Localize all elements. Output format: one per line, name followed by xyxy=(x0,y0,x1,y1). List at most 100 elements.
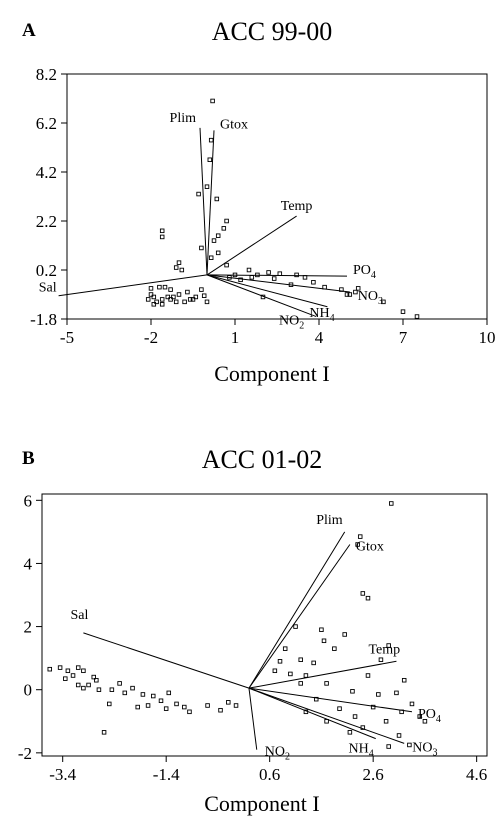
data-point xyxy=(347,730,353,735)
data-point xyxy=(96,687,102,692)
data-point xyxy=(319,627,324,632)
data-point xyxy=(255,272,260,278)
loading-vector xyxy=(248,687,405,744)
loading-vector xyxy=(83,632,250,689)
data-point xyxy=(339,287,344,292)
data-point xyxy=(352,714,358,719)
panel-a-x-axis-label: Component I xyxy=(214,361,330,386)
data-point xyxy=(215,233,221,238)
loading-vector xyxy=(248,687,376,740)
data-point xyxy=(190,297,196,302)
data-point xyxy=(394,690,399,696)
data-point xyxy=(214,196,220,202)
data-point xyxy=(293,624,298,629)
panel-b: B ACC 01-02 -3.4 -1.4 0.6 2.6 4.6 -2 0 2 4 6 Plim… xyxy=(18,445,488,816)
data-point xyxy=(94,677,99,683)
data-point xyxy=(185,289,190,295)
vector-label: Sal xyxy=(70,608,88,623)
data-point xyxy=(342,632,347,637)
data-point xyxy=(176,292,182,297)
data-point xyxy=(417,714,422,719)
data-point xyxy=(389,501,394,506)
panel-b-letter: B xyxy=(22,448,35,469)
data-point xyxy=(70,673,76,678)
data-point xyxy=(182,704,187,710)
data-point xyxy=(148,292,154,297)
data-point xyxy=(386,643,391,648)
data-point xyxy=(179,267,185,273)
data-point xyxy=(145,703,151,708)
data-point xyxy=(381,299,386,305)
panel-b-x-axis-label: Component I xyxy=(204,791,320,816)
data-point xyxy=(173,299,179,305)
data-point xyxy=(376,692,381,697)
data-point xyxy=(271,276,277,281)
data-point xyxy=(158,698,164,704)
data-point xyxy=(75,665,81,670)
panel-b-plot-frame xyxy=(41,493,488,757)
x-tick-label: 4 xyxy=(315,328,324,347)
data-point xyxy=(360,591,366,596)
data-point xyxy=(204,299,210,305)
data-point xyxy=(422,719,428,724)
data-point xyxy=(145,297,151,302)
data-point xyxy=(370,704,376,710)
data-point xyxy=(365,595,371,601)
data-point xyxy=(165,294,171,300)
x-tick-label: 0.6 xyxy=(259,765,280,784)
y-tick-label: -2 xyxy=(18,744,32,763)
y-tick-label: 2 xyxy=(24,618,33,637)
data-point xyxy=(277,659,283,664)
x-tick-label: -1.4 xyxy=(153,765,180,784)
data-point xyxy=(378,657,384,662)
data-point xyxy=(117,681,122,686)
panel-b-vectors: Plim Gtox Temp PO4 NO3 NH4 NO2 Sal xyxy=(70,513,440,763)
data-point xyxy=(360,725,366,730)
y-tick-label: 2.2 xyxy=(36,212,57,231)
data-point xyxy=(313,696,319,702)
data-point xyxy=(122,690,128,696)
data-point xyxy=(109,687,115,692)
data-point xyxy=(355,542,360,547)
panel-b-title: ACC 01-02 xyxy=(202,445,323,474)
data-point xyxy=(148,286,154,291)
data-point xyxy=(383,719,389,724)
y-tick-label: -1.8 xyxy=(30,310,57,329)
x-tick-label: 4.6 xyxy=(466,765,487,784)
y-tick-label: 4.2 xyxy=(36,163,57,182)
x-tick-label: -3.4 xyxy=(49,765,76,784)
data-point xyxy=(407,742,412,748)
data-point xyxy=(168,297,173,302)
loading-vector xyxy=(199,127,208,275)
data-point xyxy=(150,693,156,699)
panel-a-ticks: -5 -2 1 4 7 10 -1.8 0.2 2.2 4.2 6.2 8.2 xyxy=(30,65,495,347)
data-point xyxy=(174,701,179,707)
y-tick-label: 0.2 xyxy=(36,261,57,280)
data-point xyxy=(288,671,293,677)
data-point xyxy=(159,302,165,307)
vector-label: Plim xyxy=(316,513,343,528)
y-tick-label: 4 xyxy=(24,554,33,573)
data-point xyxy=(151,294,157,300)
data-point xyxy=(302,275,308,280)
vector-label: Plim xyxy=(170,111,197,126)
data-point xyxy=(204,184,210,189)
data-point xyxy=(86,682,91,688)
data-point xyxy=(365,673,371,678)
data-point xyxy=(154,299,159,305)
data-point xyxy=(81,668,86,674)
loading-vector xyxy=(248,660,397,689)
vector-label: NH4 xyxy=(349,742,374,760)
data-point xyxy=(347,292,353,297)
panel-a-points xyxy=(145,98,420,319)
data-point xyxy=(303,709,309,715)
x-tick-label: -5 xyxy=(60,328,74,347)
data-point xyxy=(414,314,420,319)
data-point xyxy=(205,703,210,708)
vector-label: NO2 xyxy=(265,745,290,763)
data-point xyxy=(311,280,316,285)
x-tick-label: 7 xyxy=(399,328,408,347)
data-point xyxy=(159,297,165,302)
data-point xyxy=(107,701,112,707)
vector-label: PO4 xyxy=(353,263,376,281)
